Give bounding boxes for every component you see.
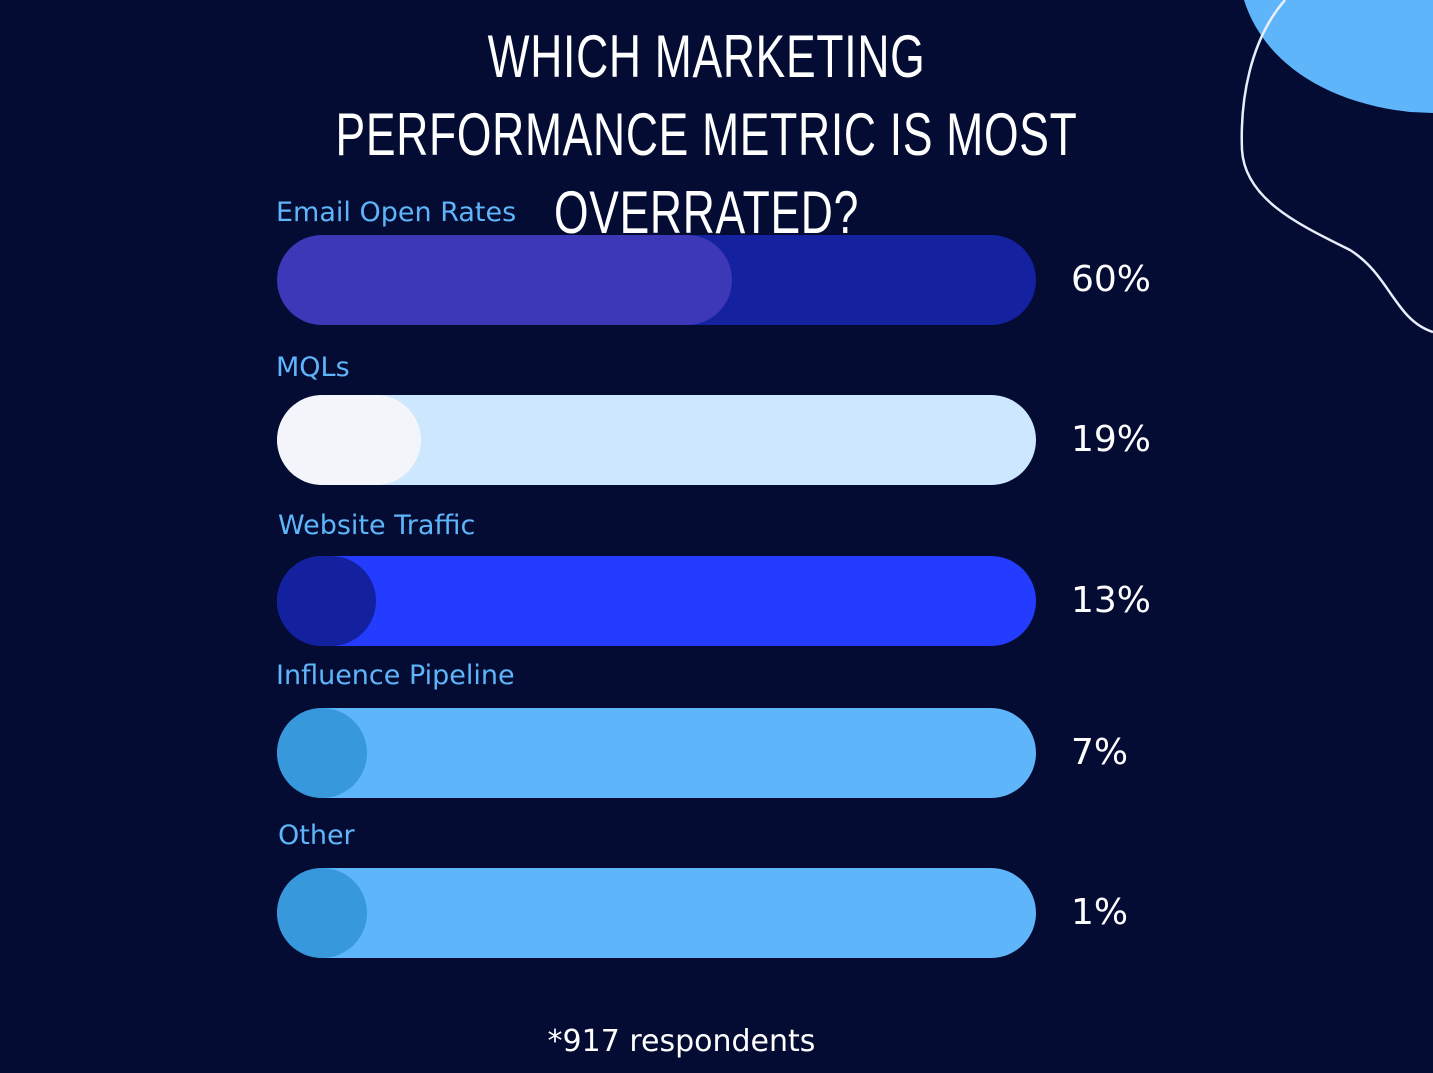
value-label-mqls: 19% <box>1071 419 1152 460</box>
bar-fill-influence-pipeline <box>277 708 367 798</box>
category-label-email-open-rates: Email Open Rates <box>276 197 517 228</box>
category-label-website-traffic: Website Traffic <box>278 510 476 541</box>
bar-fill-website-traffic <box>277 556 376 646</box>
category-label-mqls: MQLs <box>276 352 350 383</box>
value-label-website-traffic: 13% <box>1071 580 1152 621</box>
bar-track-email-open-rates <box>277 235 1036 325</box>
category-label-other: Other <box>278 820 355 851</box>
bar-track-website-traffic <box>277 556 1036 646</box>
value-label-other: 1% <box>1071 892 1129 933</box>
bar-track-influence-pipeline <box>277 708 1036 798</box>
bar-fill-other <box>277 868 367 958</box>
bar-track-mqls <box>277 395 1036 485</box>
bar-track-other <box>277 868 1036 958</box>
value-label-email-open-rates: 60% <box>1071 259 1152 300</box>
category-label-influence-pipeline: Influence Pipeline <box>276 660 515 691</box>
chart-title: WHICH MARKETING PERFORMANCE METRIC IS MO… <box>335 23 1078 246</box>
bar-fill-email-open-rates <box>277 235 733 325</box>
value-label-influence-pipeline: 7% <box>1071 732 1129 773</box>
bar-fill-mqls <box>277 395 422 485</box>
respondents-footnote: *917 respondents <box>547 1024 816 1059</box>
